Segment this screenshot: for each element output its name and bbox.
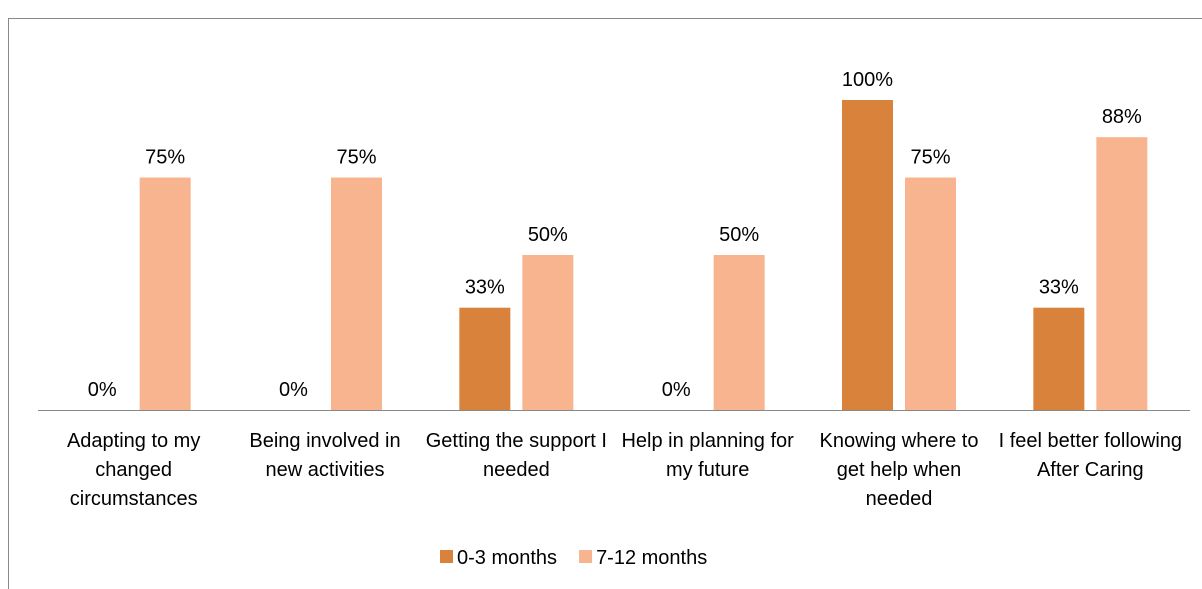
x-tick-label: Knowing where to get help when needed <box>819 430 979 510</box>
bar <box>139 177 191 410</box>
legend-label: 0-3 months <box>457 547 557 569</box>
bar <box>1033 307 1085 410</box>
data-label: 50% <box>528 224 568 246</box>
bar <box>905 177 956 410</box>
data-label: 0% <box>279 379 308 401</box>
bar <box>522 255 574 410</box>
data-label: 0% <box>662 379 691 401</box>
legend-label: 7-12 months <box>596 547 707 569</box>
bar <box>713 255 765 410</box>
bar <box>1096 137 1148 410</box>
x-tick-label: Getting the support I needed <box>425 430 607 481</box>
data-label: 0% <box>88 379 117 401</box>
bar <box>459 307 511 410</box>
data-label: 100% <box>842 69 893 91</box>
data-label: 75% <box>145 147 185 169</box>
data-label: 50% <box>719 224 759 246</box>
bar <box>331 177 382 410</box>
x-tick-label: Adapting to my changed circumstances <box>66 430 201 510</box>
chart-frame <box>8 18 1202 589</box>
legend-swatch <box>440 550 453 563</box>
legend-swatch <box>579 550 593 563</box>
x-tick-label: Help in planning for my future <box>621 430 794 481</box>
x-tick-label: I feel better following After Caring <box>998 430 1183 481</box>
data-label: 75% <box>336 147 376 169</box>
x-tick-label: Being involved in new activities <box>249 430 401 481</box>
bar <box>842 100 893 410</box>
data-label: 75% <box>910 147 950 169</box>
data-label: 33% <box>1039 277 1079 299</box>
data-label: 33% <box>465 277 505 299</box>
data-label: 88% <box>1102 106 1142 128</box>
